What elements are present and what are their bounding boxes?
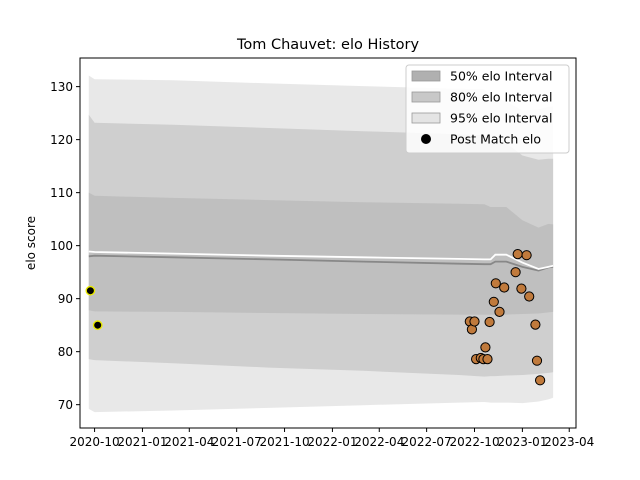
legend-swatch [411, 112, 441, 124]
post-match-points [85, 249, 546, 386]
x-tick-label: 2022-01 [307, 435, 357, 449]
legend: 50% elo Interval 80% elo Interval 95% elo … [405, 64, 570, 154]
plot-frame [79, 57, 577, 429]
x-tick-label: 2023-04 [544, 435, 594, 449]
x-tick-label: 2020-10 [70, 435, 120, 449]
post-match-point [510, 267, 521, 278]
post-match-point [484, 316, 495, 328]
post-match-point [480, 342, 491, 353]
mean-elo-line [88, 254, 554, 272]
y-tick-label: 110 [50, 186, 73, 200]
post-match-point [512, 249, 523, 260]
y-tick-label: 80 [58, 345, 73, 359]
legend-label: 80% elo Interval [450, 90, 552, 105]
legend-swatch [411, 91, 441, 103]
post-match-point [521, 250, 532, 261]
post-match-point [524, 291, 535, 302]
post-match-point [494, 306, 505, 317]
median-elo-line [88, 250, 554, 270]
post-match-point [85, 285, 96, 296]
chart-title: Tom Chauvet: elo History [236, 37, 420, 53]
x-tick-label: 2021-01 [117, 435, 167, 449]
legend-swatch [411, 70, 441, 82]
y-tick-label: 130 [50, 80, 73, 94]
post-match-point [535, 375, 546, 386]
interval-bands [88, 75, 554, 413]
post-match-point [482, 354, 493, 365]
post-match-point [531, 355, 543, 366]
legend-box [405, 64, 570, 154]
post-match-point [488, 296, 499, 307]
post-match-point [469, 316, 480, 327]
x-tick-label: 2023-01 [497, 435, 547, 449]
x-axis: 2020-102021-012021-042021-072021-102022-… [70, 428, 594, 449]
x-tick-label: 2022-10 [449, 435, 499, 449]
legend-label: 50% elo Interval [450, 69, 552, 84]
legend-label: Post Match elo [450, 132, 541, 147]
x-tick-label: 2021-07 [212, 435, 262, 449]
post-match-point [516, 283, 527, 294]
post-match-point [530, 319, 541, 330]
y-tick-label: 70 [58, 398, 73, 412]
x-tick-label: 2021-10 [259, 435, 309, 449]
post-match-point [92, 320, 103, 331]
trend-lines [88, 250, 554, 272]
y-tick-label: 90 [58, 292, 73, 306]
y-axis-label: elo score [24, 216, 38, 270]
post-match-point [490, 278, 501, 289]
y-tick-label: 100 [50, 239, 73, 253]
y-tick-label: 120 [50, 133, 73, 147]
post-match-point [499, 282, 510, 293]
legend-marker [421, 134, 431, 144]
y-axis: 70 80 90 100 110 120 130 [50, 80, 80, 412]
x-tick-label: 2021-04 [164, 435, 214, 449]
band-50-percent [88, 192, 554, 315]
x-tick-label: 2022-04 [354, 435, 404, 449]
x-tick-label: 2022-07 [402, 435, 452, 449]
legend-label: 95% elo Interval [450, 111, 552, 126]
